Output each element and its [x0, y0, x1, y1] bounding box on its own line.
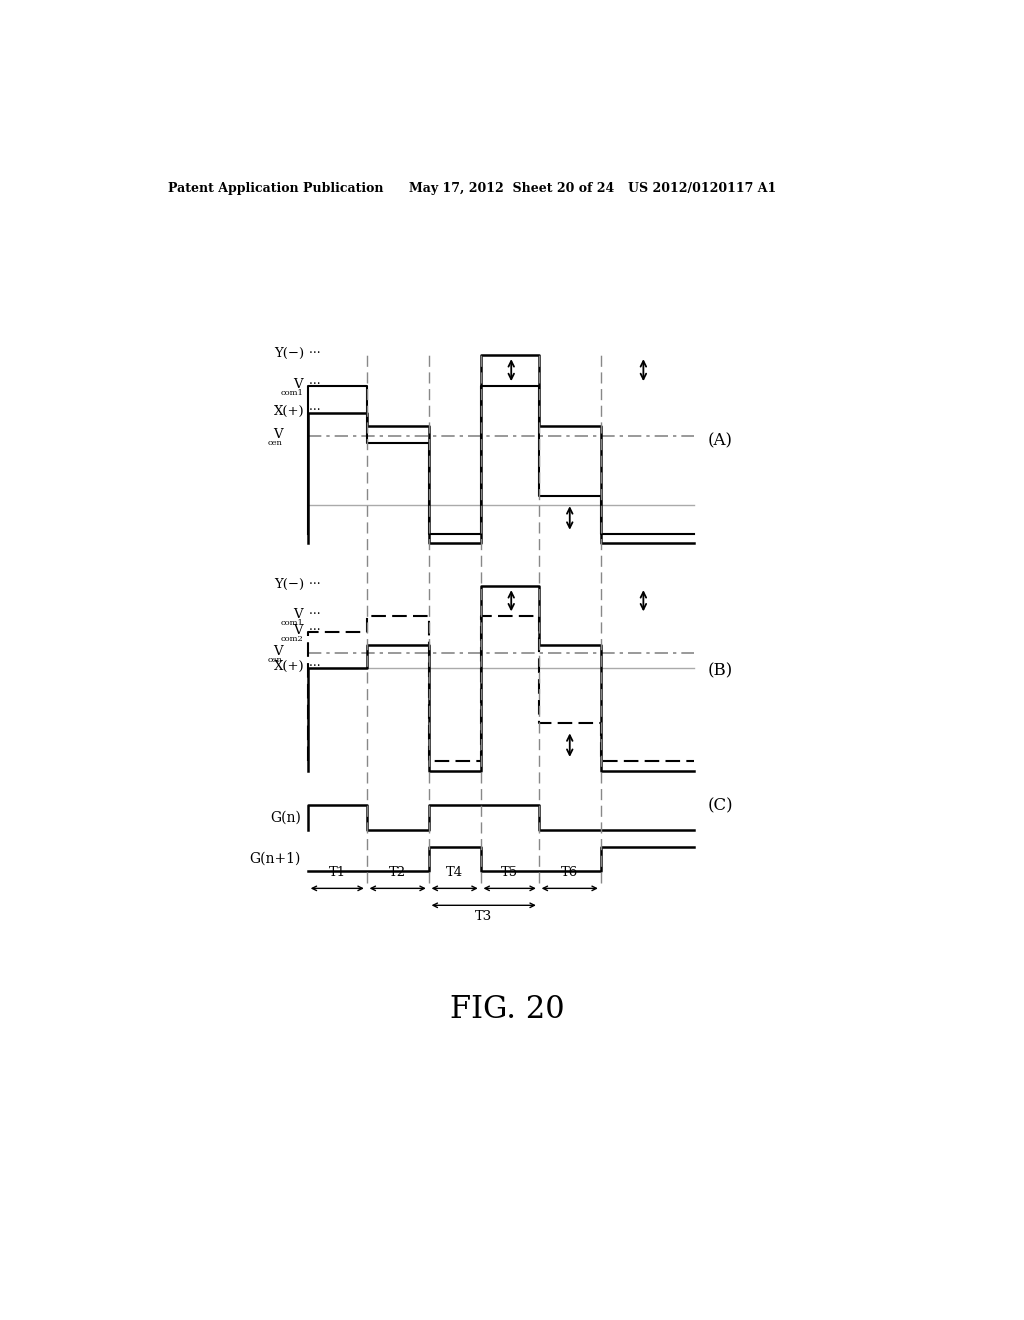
Text: T1: T1 [329, 866, 346, 879]
Text: V: V [294, 607, 303, 620]
Text: (A): (A) [708, 433, 733, 450]
Text: com2: com2 [281, 635, 303, 643]
Text: X(+): X(+) [274, 404, 305, 417]
Text: G(n): G(n) [270, 810, 301, 825]
Text: Patent Application Publication: Patent Application Publication [168, 182, 384, 194]
Text: com1: com1 [281, 388, 303, 396]
Text: ···: ··· [305, 378, 322, 391]
Text: ···: ··· [305, 660, 322, 673]
Text: US 2012/0120117 A1: US 2012/0120117 A1 [628, 182, 776, 194]
Text: cen: cen [268, 438, 283, 446]
Text: Y(−): Y(−) [274, 347, 305, 360]
Text: ···: ··· [305, 404, 322, 417]
Text: com1: com1 [281, 619, 303, 627]
Text: V: V [294, 378, 303, 391]
Text: V: V [294, 624, 303, 638]
Text: Y(−): Y(−) [274, 578, 305, 591]
Text: ···: ··· [305, 347, 322, 360]
Text: V: V [273, 428, 283, 441]
Text: V: V [273, 644, 283, 657]
Text: (B): (B) [708, 661, 733, 678]
Text: T3: T3 [475, 911, 493, 924]
Text: G(n+1): G(n+1) [250, 853, 301, 866]
Text: T2: T2 [389, 866, 407, 879]
Text: T6: T6 [561, 866, 579, 879]
Text: May 17, 2012  Sheet 20 of 24: May 17, 2012 Sheet 20 of 24 [409, 182, 613, 194]
Text: (C): (C) [708, 797, 733, 814]
Text: cen: cen [268, 656, 283, 664]
Text: FIG. 20: FIG. 20 [451, 994, 565, 1024]
Text: ···: ··· [305, 607, 322, 620]
Text: T4: T4 [446, 866, 463, 879]
Text: T5: T5 [501, 866, 518, 879]
Text: X(+): X(+) [274, 660, 305, 673]
Text: ···: ··· [305, 578, 322, 591]
Text: ···: ··· [305, 624, 322, 638]
